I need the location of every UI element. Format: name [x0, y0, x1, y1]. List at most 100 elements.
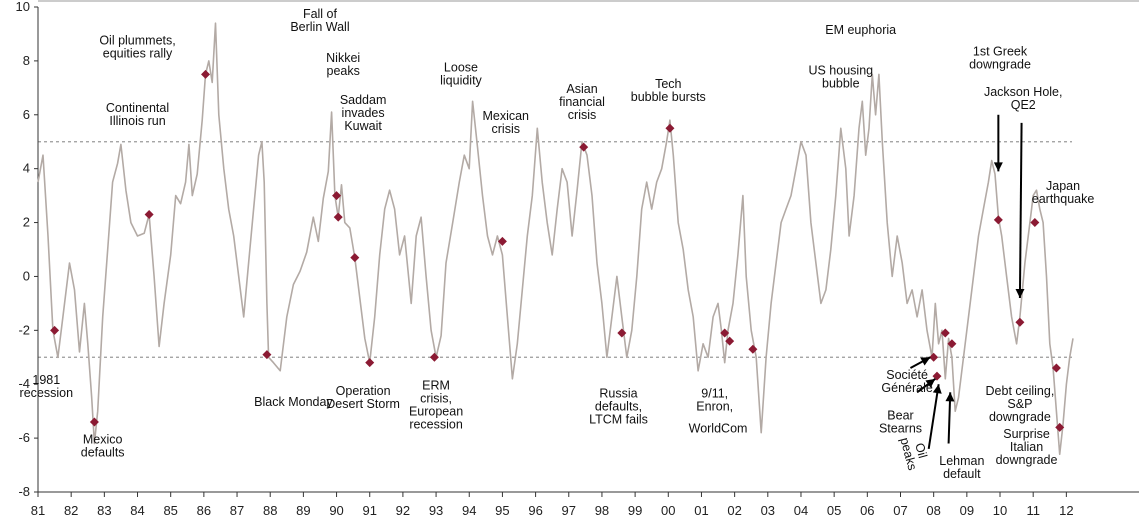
event-marker [947, 339, 957, 349]
annotation-line: Saddam [340, 93, 387, 107]
annotation-line: Loose [444, 61, 478, 75]
annotation-line: recession [20, 386, 74, 400]
x-tick-label: 11 [1026, 503, 1040, 518]
annotation-line: European [409, 405, 463, 419]
event-marker [332, 191, 342, 201]
annotation-line: downgrade [996, 453, 1058, 467]
annotation-line: US housing [808, 63, 873, 77]
annotation-line: equities rally [103, 47, 173, 61]
annotation-line: Black Monday [254, 395, 333, 409]
event-marker [50, 325, 60, 335]
annotation-line: Russia [599, 387, 637, 401]
annotation-arrowhead [920, 357, 931, 366]
annotation-line: Bear [887, 408, 913, 422]
annotation-line: invades [342, 106, 385, 120]
annotation-line: 1st Greek [973, 45, 1028, 59]
x-tick-label: 08 [926, 503, 940, 518]
annotation-line: Mexico [83, 433, 123, 447]
event-marker [333, 212, 343, 222]
annotation-line: defaults [81, 446, 125, 460]
event-marker [201, 69, 211, 79]
annotation-line: Société [886, 368, 928, 382]
event-annotation: Jackson Hole,QE2 [984, 85, 1063, 112]
x-tick-label: 91 [362, 503, 376, 518]
annotation-line: Debt ceiling, [986, 384, 1055, 398]
x-tick-label: 89 [296, 503, 310, 518]
annotation-line: Lehman [939, 454, 984, 468]
x-tick-label: 95 [495, 503, 509, 518]
y-tick-label: 4 [23, 161, 30, 176]
annotation-arrowhead [945, 392, 955, 402]
event-marker [262, 350, 272, 360]
y-tick-label: -2 [18, 322, 30, 337]
annotation-line: Générale [881, 381, 932, 395]
event-marker [617, 328, 627, 338]
annotation-line: default [943, 467, 981, 481]
x-tick-label: 86 [197, 503, 211, 518]
annotation-line: defaults, [595, 400, 642, 414]
annotation-line: Operation [336, 384, 391, 398]
x-tick-label: 02 [727, 503, 741, 518]
annotation-line: crisis, [420, 392, 452, 406]
y-tick-label: 6 [23, 107, 30, 122]
event-marker [1055, 422, 1065, 432]
annotation-line: Stearns [879, 421, 922, 435]
annotation-line: Jackson Hole, [984, 85, 1063, 99]
event-annotation: Black Monday [254, 395, 333, 409]
event-marker [365, 358, 375, 368]
annotation-line: Oil plummets, [99, 34, 175, 48]
annotation-line: LTCM fails [589, 413, 648, 427]
event-marker [350, 253, 360, 263]
x-tick-label: 12 [1059, 503, 1073, 518]
annotation-line: Illinois run [109, 114, 165, 128]
annotation-line: peaks [897, 436, 919, 472]
x-tick-label: 98 [595, 503, 609, 518]
x-tick-label: 03 [761, 503, 775, 518]
event-marker [993, 215, 1003, 225]
annotation-line: Japan [1046, 179, 1080, 193]
annotation-line: Mexican [482, 109, 529, 123]
annotation-line: recession [409, 418, 463, 432]
annotation-line: WorldCom [689, 422, 748, 436]
y-tick-label: -6 [18, 430, 30, 445]
x-tick-label: 83 [97, 503, 111, 518]
annotation-line: financial [559, 95, 605, 109]
annotation-line: Surprise [1003, 427, 1050, 441]
annotation-line: downgrade [969, 58, 1031, 72]
x-tick-label: 09 [960, 503, 974, 518]
annotation-arrowhead [925, 378, 936, 388]
annotation-line: Tech [655, 77, 681, 91]
event-annotation: EM euphoria [825, 23, 896, 37]
annotation-arrowhead [932, 384, 942, 394]
annotation-line: Fall of [303, 7, 338, 21]
annotation-line: Desert Storm [326, 397, 400, 411]
event-marker [940, 328, 950, 338]
event-marker [497, 236, 507, 246]
event-marker [579, 142, 589, 152]
event-annotation: 9/11,Enron, [696, 387, 733, 414]
annotation-line: Berlin Wall [290, 20, 349, 34]
x-tick-label: 04 [794, 503, 808, 518]
annotation-line: EM euphoria [825, 23, 896, 37]
event-marker [144, 209, 154, 219]
x-tick-label: 92 [396, 503, 410, 518]
annotation-arrowhead [993, 162, 1003, 172]
annotation-arrow [1018, 122, 1023, 299]
annotation-line: 1981 [32, 373, 60, 387]
annotation-line: bubble [822, 76, 860, 90]
y-tick-label: 10 [16, 0, 30, 14]
x-tick-label: 88 [263, 503, 277, 518]
